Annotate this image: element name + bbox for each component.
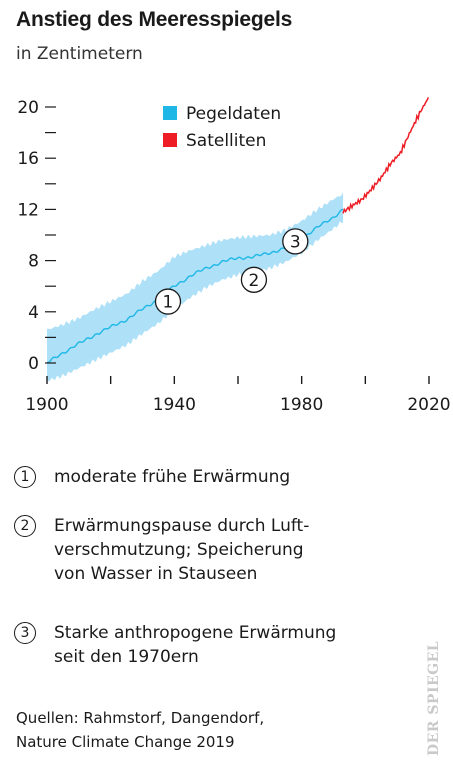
- chart-title: Anstieg des Meeresspiegels: [16, 8, 293, 31]
- note-3-text: Starke anthropogene Erwärmung seit den 1…: [54, 623, 337, 667]
- annotation-label-1: 1: [163, 293, 174, 313]
- y-tick-label: 0: [28, 354, 39, 374]
- uncertainty-band: [47, 192, 344, 382]
- note-2-number: 2: [14, 515, 36, 537]
- note-3-number: 3: [14, 622, 36, 644]
- x-tick-label: 2020: [407, 395, 450, 415]
- x-tick-label: 1900: [25, 395, 68, 415]
- y-tick-label: 12: [17, 200, 39, 220]
- chart-subtitle: in Zentimetern: [16, 44, 143, 64]
- annotation-label-2: 2: [249, 271, 260, 291]
- annotation-label-3: 3: [290, 232, 301, 252]
- watermark-text: DER SPIEGEL: [426, 641, 442, 756]
- legend-label-pegeldaten: Pegeldaten: [186, 104, 281, 124]
- annotation-marker-1: [154, 288, 182, 315]
- annotation-marker-2: [240, 266, 268, 293]
- legend-swatch-pegeldaten: [163, 106, 177, 120]
- y-tick-label: 20: [17, 98, 39, 118]
- note-2-text: Erwärmungspause durch Luft- verschmutzun…: [54, 516, 310, 584]
- legend-swatch-satelliten: [163, 133, 177, 147]
- note-1-number: 1: [14, 466, 36, 488]
- y-tick-label: 16: [17, 149, 39, 169]
- y-tick-label: 8: [28, 252, 39, 272]
- series-line-satelliten: [342, 97, 430, 214]
- note-1-text: moderate frühe Erwärmung: [54, 467, 291, 487]
- annotation-marker-3: [282, 228, 309, 255]
- y-tick-label: 4: [28, 303, 39, 323]
- source-text: Quellen: Rahmstorf, Dangendorf, Nature C…: [16, 709, 265, 751]
- legend-label-satelliten: Satelliten: [186, 131, 266, 151]
- x-tick-label: 1980: [280, 395, 323, 415]
- x-tick-label: 1940: [153, 395, 196, 415]
- spiegel-watermark: DER SPIEGEL: [426, 641, 442, 756]
